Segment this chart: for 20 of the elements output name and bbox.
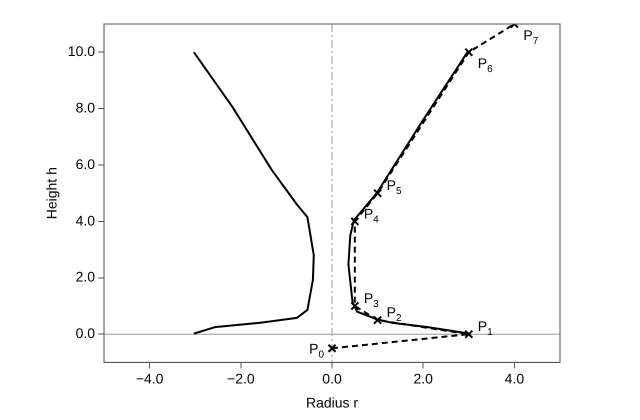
x-tick-label: 0.0 xyxy=(322,370,342,387)
point xyxy=(464,48,474,57)
point xyxy=(464,330,474,339)
y-tick-label: 0.0 xyxy=(76,325,96,342)
y-tick-label: 8.0 xyxy=(76,99,96,116)
point xyxy=(350,216,360,226)
y-tick-label: 10.0 xyxy=(68,43,96,60)
y-tick-label: 2.0 xyxy=(76,268,96,285)
y-tick-label: 6.0 xyxy=(76,156,96,172)
point xyxy=(373,188,382,198)
point xyxy=(350,301,360,311)
x-tick-label: 2.0 xyxy=(413,370,434,387)
x-tick-label: −2.0 xyxy=(227,370,255,387)
y-tick-label: 4.0 xyxy=(76,212,96,228)
point xyxy=(373,316,382,325)
y-axis-title: Height h xyxy=(43,167,60,220)
x-axis-title: Radius r xyxy=(306,394,358,410)
x-tick-label: −4.0 xyxy=(136,370,164,387)
point xyxy=(327,344,337,353)
x-tick-label: 4.0 xyxy=(504,370,524,387)
